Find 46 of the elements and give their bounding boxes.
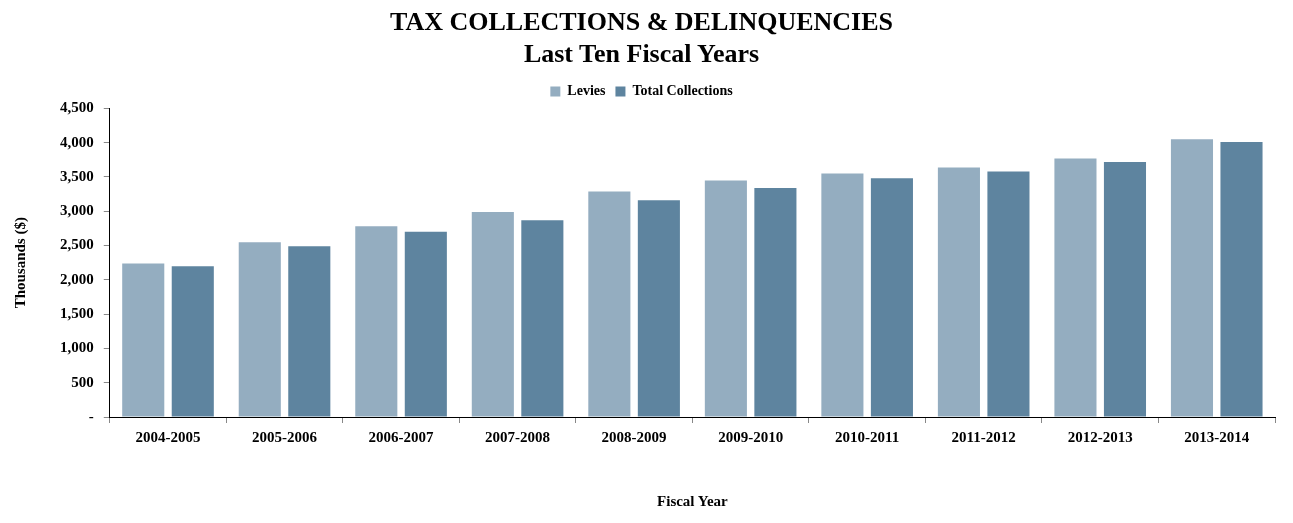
y-axis-title: Thousands ($) xyxy=(11,217,29,309)
bar xyxy=(821,173,864,417)
bar xyxy=(937,167,980,417)
bar xyxy=(870,178,913,417)
x-tick-label: 2013-2014 xyxy=(1184,428,1250,445)
bar xyxy=(637,200,680,417)
bar xyxy=(471,211,514,417)
x-axis-title: Fiscal Year xyxy=(657,492,729,509)
y-tick-label: 2,000 xyxy=(60,270,94,287)
bar xyxy=(288,246,331,417)
y-tick-label: 4,500 xyxy=(60,99,94,116)
y-tick-label: 3,000 xyxy=(60,202,94,219)
y-tick-label: 3,500 xyxy=(60,167,94,184)
x-tick-label: 2008-2009 xyxy=(601,428,667,445)
bar xyxy=(122,263,165,417)
x-tick-label: 2012-2013 xyxy=(1067,428,1133,445)
bar xyxy=(1170,139,1214,417)
bar xyxy=(754,187,797,417)
x-tick-label: 2007-2008 xyxy=(485,428,551,445)
y-tick-label: - xyxy=(88,407,94,424)
bar xyxy=(704,180,747,417)
bar xyxy=(1054,158,1097,417)
bar xyxy=(404,231,447,417)
legend-label: Levies xyxy=(567,83,606,99)
x-tick-label: 2011-2012 xyxy=(951,428,1016,445)
bar xyxy=(355,226,398,417)
x-tick-label: 2004-2005 xyxy=(135,428,201,445)
x-tick-label: 2006-2007 xyxy=(368,428,435,445)
y-tick-label: 1,500 xyxy=(60,305,94,322)
legend-label: Total Collections xyxy=(632,83,734,99)
y-tick-label: 4,000 xyxy=(60,133,94,150)
bar xyxy=(1220,142,1263,417)
x-tick-label: 2010-2011 xyxy=(835,428,900,445)
bar xyxy=(987,171,1030,417)
bar xyxy=(238,242,281,417)
bar xyxy=(521,220,564,417)
bar xyxy=(171,266,214,417)
x-tick-label: 2005-2006 xyxy=(252,428,318,445)
x-tick-label: 2009-2010 xyxy=(718,428,784,445)
bar xyxy=(1103,161,1147,417)
bar xyxy=(588,191,631,417)
y-tick-label: 1,000 xyxy=(60,339,94,356)
text: Last Ten Fiscal Years xyxy=(523,38,760,68)
y-tick-label: 2,500 xyxy=(60,236,94,253)
text: TAX COLLECTIONS & DELINQUENCIES xyxy=(389,7,894,37)
y-tick-label: 500 xyxy=(71,373,94,390)
